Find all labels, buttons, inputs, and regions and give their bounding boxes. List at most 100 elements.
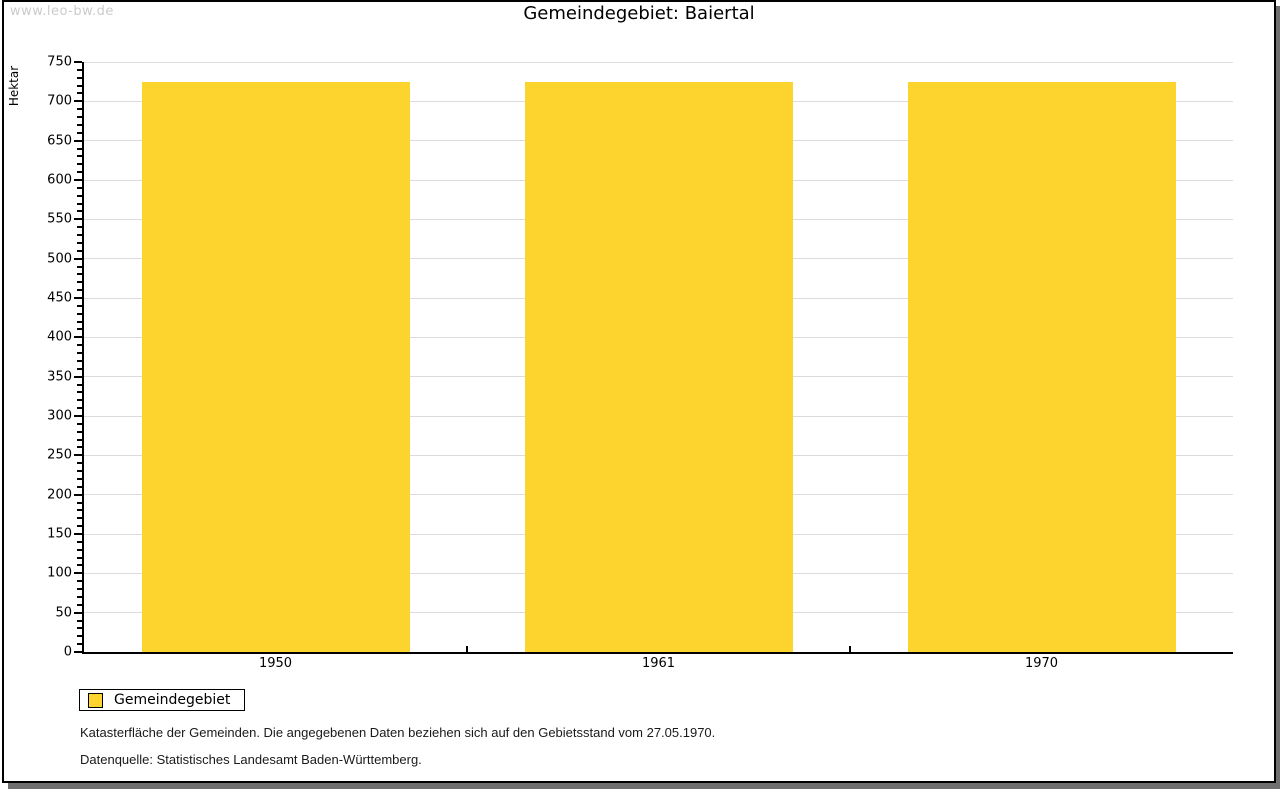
y-minor-tick bbox=[77, 438, 82, 441]
y-major-tick bbox=[74, 415, 82, 417]
bar bbox=[141, 81, 410, 652]
y-minor-tick bbox=[77, 501, 82, 504]
y-minor-tick bbox=[77, 210, 82, 213]
y-minor-tick bbox=[77, 123, 82, 126]
y-minor-tick bbox=[77, 92, 82, 95]
y-minor-tick bbox=[77, 273, 82, 276]
gridline bbox=[84, 61, 1233, 63]
y-minor-tick bbox=[77, 635, 82, 638]
y-minor-tick bbox=[77, 131, 82, 134]
y-minor-tick bbox=[77, 202, 82, 205]
y-minor-tick bbox=[77, 68, 82, 71]
legend: Gemeindegebiet bbox=[79, 689, 246, 711]
y-minor-tick bbox=[77, 548, 82, 551]
x-tick-label: 1961 bbox=[641, 656, 676, 671]
y-minor-tick bbox=[77, 525, 82, 528]
y-major-tick bbox=[74, 61, 82, 63]
watermark: www.leo-bw.de bbox=[10, 4, 114, 19]
y-minor-tick bbox=[77, 320, 82, 323]
footer-source: Datenquelle: Statistisches Landesamt Bad… bbox=[80, 752, 422, 767]
y-minor-tick bbox=[77, 281, 82, 284]
y-minor-tick bbox=[77, 344, 82, 347]
y-minor-tick bbox=[77, 391, 82, 394]
y-minor-tick bbox=[77, 595, 82, 598]
y-minor-tick bbox=[77, 509, 82, 512]
y-minor-tick bbox=[77, 155, 82, 158]
y-tick-label: 600 bbox=[47, 172, 72, 188]
y-minor-tick bbox=[77, 304, 82, 307]
y-major-tick bbox=[74, 651, 82, 653]
y-axis-title-text: Hektar bbox=[7, 65, 21, 107]
y-major-tick bbox=[74, 375, 82, 378]
y-tick-label: 200 bbox=[47, 487, 72, 503]
y-major-tick bbox=[74, 257, 82, 260]
y-tick-label: 100 bbox=[47, 565, 72, 581]
x-tick-label: 1970 bbox=[1024, 656, 1059, 671]
y-major-tick bbox=[74, 100, 82, 103]
y-tick-label: 350 bbox=[47, 369, 72, 385]
y-minor-tick bbox=[77, 108, 82, 111]
y-minor-tick bbox=[77, 147, 82, 150]
y-tick-label: 150 bbox=[47, 526, 72, 542]
y-tick-label: 550 bbox=[47, 211, 72, 227]
x-boundary-tick bbox=[849, 646, 851, 652]
y-minor-tick bbox=[77, 241, 82, 244]
y-tick-label: 250 bbox=[47, 447, 72, 463]
y-major-tick bbox=[74, 611, 82, 614]
y-minor-tick bbox=[77, 485, 82, 488]
legend-swatch bbox=[88, 692, 103, 708]
y-major-tick bbox=[74, 139, 82, 142]
y-minor-tick bbox=[77, 186, 82, 189]
y-major-tick bbox=[74, 336, 82, 339]
plot-area: 0 50 100 150 200 250 300 350 400 450 500 550 600 650 7… bbox=[47, 55, 1233, 671]
y-tick-label: 300 bbox=[47, 408, 72, 424]
bar bbox=[907, 81, 1176, 652]
y-tick-label: 750 bbox=[47, 54, 72, 70]
y-minor-tick bbox=[77, 234, 82, 237]
footer-note: Katasterfläche der Gemeinden. Die angege… bbox=[80, 725, 716, 740]
y-minor-tick bbox=[77, 619, 82, 622]
y-minor-tick bbox=[77, 407, 82, 410]
y-minor-tick bbox=[77, 588, 82, 591]
y-major-tick bbox=[74, 297, 82, 299]
y-tick-label: 50 bbox=[55, 605, 72, 621]
y-minor-tick bbox=[77, 564, 82, 567]
y-minor-tick bbox=[77, 226, 82, 229]
y-minor-tick bbox=[77, 470, 82, 473]
x-tick-label: 1950 bbox=[258, 656, 293, 671]
y-major-tick bbox=[74, 533, 82, 535]
y-minor-tick bbox=[77, 289, 82, 292]
chart-title: Gemeindegebiet: Baiertal bbox=[523, 3, 755, 24]
y-minor-tick bbox=[77, 163, 82, 166]
y-minor-tick bbox=[77, 556, 82, 559]
y-minor-tick bbox=[77, 359, 82, 362]
y-minor-tick bbox=[77, 352, 82, 355]
y-major-tick bbox=[74, 572, 82, 575]
y-axis-title: Hektar bbox=[5, 54, 23, 118]
y-tick-label: 700 bbox=[47, 93, 72, 109]
y-tick-label: 650 bbox=[47, 133, 72, 149]
y-minor-tick bbox=[77, 328, 82, 331]
y-minor-tick bbox=[77, 399, 82, 402]
y-minor-tick bbox=[77, 84, 82, 87]
y-minor-tick bbox=[77, 194, 82, 197]
y-tick-label: 0 bbox=[63, 644, 72, 660]
y-minor-tick bbox=[77, 462, 82, 465]
bar bbox=[524, 81, 793, 652]
y-minor-tick bbox=[77, 446, 82, 449]
x-boundary-tick bbox=[466, 646, 468, 652]
y-minor-tick bbox=[77, 477, 82, 480]
y-tick-label: 500 bbox=[47, 251, 72, 267]
y-major-tick bbox=[74, 493, 82, 496]
y-tick-label: 450 bbox=[47, 290, 72, 306]
y-minor-tick bbox=[77, 76, 82, 79]
y-minor-tick bbox=[77, 171, 82, 174]
y-minor-tick bbox=[77, 116, 82, 119]
y-minor-tick bbox=[77, 422, 82, 425]
y-minor-tick bbox=[77, 580, 82, 583]
y-minor-tick bbox=[77, 249, 82, 252]
y-minor-tick bbox=[77, 265, 82, 268]
y-minor-tick bbox=[77, 367, 82, 370]
y-minor-tick bbox=[77, 383, 82, 386]
